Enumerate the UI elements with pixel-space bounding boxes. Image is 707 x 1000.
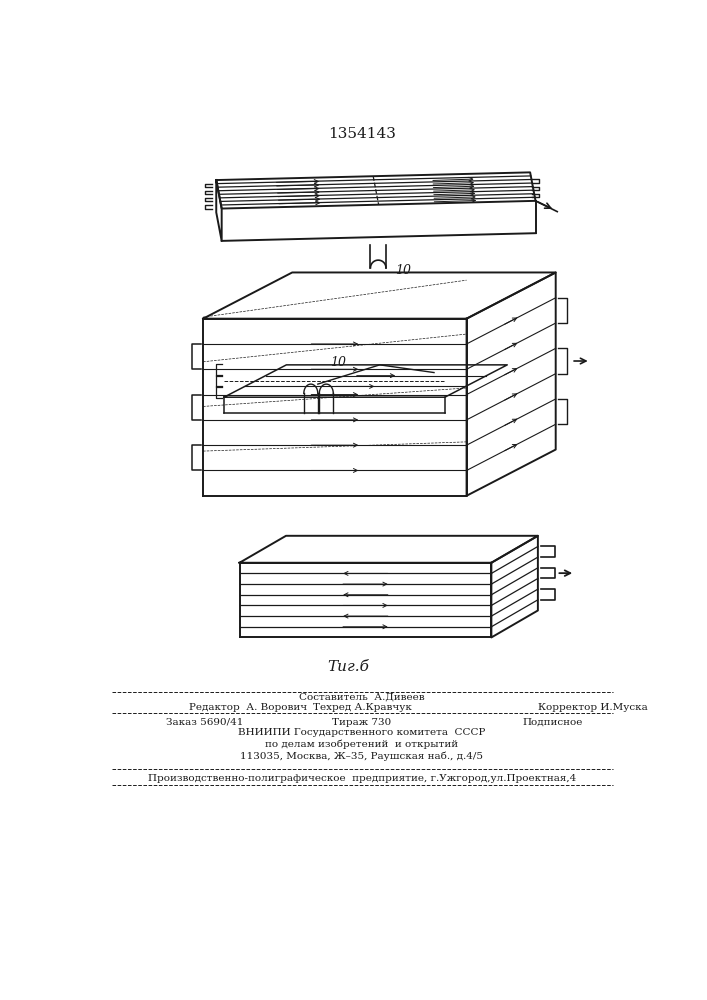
Text: 113035, Москва, Ж–35, Раушская наб., д.4/5: 113035, Москва, Ж–35, Раушская наб., д.4… — [240, 751, 484, 761]
Text: по делам изобретений  и открытий: по делам изобретений и открытий — [265, 740, 459, 749]
Text: Составитель  А.Дивеев: Составитель А.Дивеев — [299, 693, 425, 702]
Text: Корректор И.Муска: Корректор И.Муска — [538, 703, 648, 712]
Text: 10: 10 — [330, 356, 346, 369]
Text: 10: 10 — [395, 264, 411, 277]
Text: Τиг.б: Τиг.б — [327, 660, 369, 674]
Text: Редактор  А. Ворович: Редактор А. Ворович — [189, 703, 308, 712]
Text: Тираж 730: Тираж 730 — [332, 718, 392, 727]
Text: ВНИИПИ Государственного комитета  СССР: ВНИИПИ Государственного комитета СССР — [238, 728, 486, 737]
Text: Производственно-полиграфическое  предприятие, г.Ужгород,ул.Проектная,4: Производственно-полиграфическое предприя… — [148, 774, 576, 783]
Text: 1354143: 1354143 — [328, 127, 396, 141]
Text: Техред А.Кравчук: Техред А.Кравчук — [312, 703, 411, 712]
Text: Подписное: Подписное — [522, 718, 583, 727]
Text: Заказ 5690/41: Заказ 5690/41 — [166, 718, 243, 727]
